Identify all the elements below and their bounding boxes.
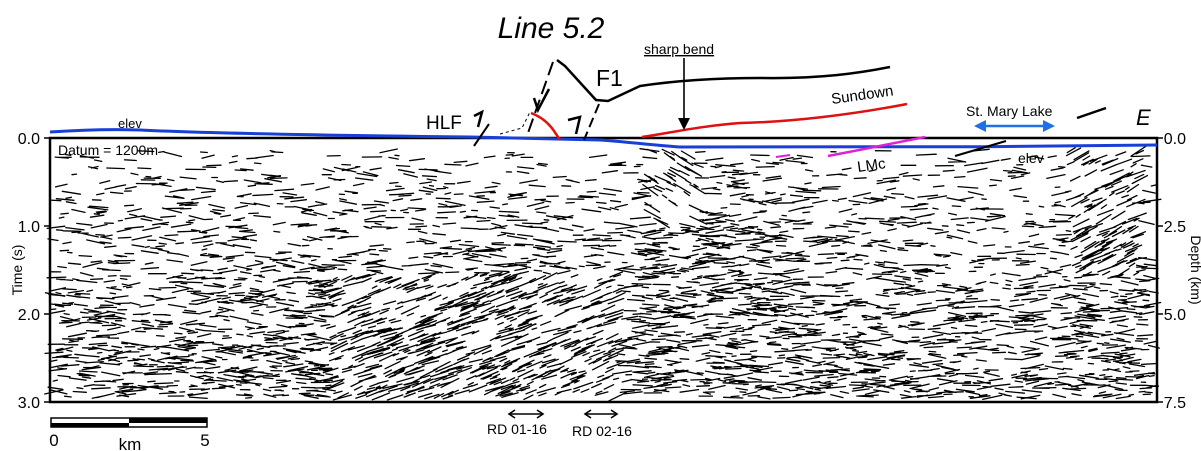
lmc-horizon <box>827 135 926 158</box>
datum-label: Datum = 1200m <box>58 142 158 158</box>
sharp-bend-label: sharp bend <box>644 41 714 57</box>
hlf-motion-arrow <box>473 109 484 128</box>
lake-label: St. Mary Lake <box>966 103 1053 119</box>
sundown-horizon <box>641 102 908 139</box>
right-axis <box>1157 137 1163 403</box>
lmc-horizon-fragment <box>775 154 791 158</box>
elev-label-left: elev <box>118 116 142 131</box>
scale-start: 0 <box>49 431 58 450</box>
left-tick-2: 2.0 <box>18 307 40 324</box>
left-tick-1: 1.0 <box>18 219 40 236</box>
figure-title: Line 5.2 <box>498 12 605 45</box>
hlf-dashed-trace <box>499 111 531 135</box>
normal-fault-symbol <box>532 88 551 114</box>
elev-label-right: elev <box>1018 150 1044 166</box>
scale-end: 5 <box>200 431 209 450</box>
right-tick-2: 5.0 <box>1164 307 1186 324</box>
left-axis-label: Time (s) <box>9 245 25 296</box>
hlf-fault-trace <box>473 123 490 147</box>
black-horizon-segment-right <box>1076 106 1107 120</box>
seismic-reflectors <box>44 144 1162 402</box>
right-axis-label: Depth (km) <box>1188 235 1201 304</box>
hlf-label: HLF <box>426 113 462 134</box>
black-horizon-segment-lower <box>954 140 1007 157</box>
rd-marker-1-label: RD 01-16 <box>487 421 547 437</box>
reverse-fault-symbol <box>567 115 582 135</box>
rd-marker-2-label: RD 02-16 <box>572 423 632 439</box>
elevation-line <box>49 128 1158 149</box>
sharp-bend-arrow-head <box>678 118 690 130</box>
lake-arrow-left-head <box>974 120 986 132</box>
right-tick-0: 0.0 <box>1164 131 1186 148</box>
scale-bar <box>50 417 208 428</box>
top-horizon-black <box>556 59 891 103</box>
fault-dashed-right <box>583 103 600 141</box>
right-tick-3: 7.5 <box>1164 395 1186 412</box>
right-tick-1: 2.5 <box>1164 219 1186 236</box>
left-axis <box>44 137 50 403</box>
left-tick-0: 0.0 <box>18 131 40 148</box>
rd-marker-arrows <box>507 409 619 419</box>
sundown-horizon-left <box>530 111 562 141</box>
lake-arrow-right-head <box>1043 120 1055 132</box>
f1-label: F1 <box>596 65 623 91</box>
lmc-label: LMc <box>856 155 887 176</box>
reflector-strokes <box>44 144 1162 402</box>
fault-dashed-left <box>527 61 554 134</box>
plot-frame <box>48 136 1159 404</box>
scale-unit: km <box>119 435 142 451</box>
direction-label: E <box>1136 105 1151 130</box>
left-tick-3: 3.0 <box>18 395 40 412</box>
sundown-label: Sundown <box>830 82 894 108</box>
